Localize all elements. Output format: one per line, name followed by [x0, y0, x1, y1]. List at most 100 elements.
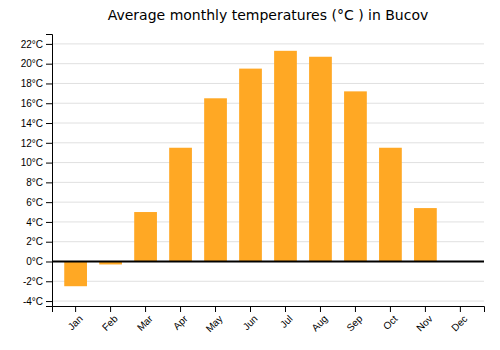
x-tick-label: May: [204, 313, 225, 334]
bar: [239, 69, 262, 262]
bar: [414, 208, 437, 261]
y-tick-label: 16°C: [21, 98, 43, 109]
x-tick-mark: [285, 306, 286, 312]
y-tick-label: 8°C: [26, 177, 43, 188]
y-tick-label: 10°C: [21, 157, 43, 168]
y-tick-mark: [46, 182, 52, 183]
bar: [134, 212, 157, 261]
x-axis: Jan Feb Mar Apr May Jun Jul Aug Sep Oct Nov Dec: [53, 306, 485, 334]
grid-line: [52, 202, 484, 203]
x-tick-label: Jan: [66, 313, 85, 332]
x-tick: Aug: [309, 306, 329, 333]
x-tick: Oct: [381, 306, 400, 332]
x-tick-mark: [425, 306, 426, 312]
x-tick-label: Aug: [309, 313, 329, 333]
y-tick: 0°C: [26, 256, 52, 267]
x-tick-mark: [250, 306, 251, 312]
x-tick: Jul: [278, 306, 295, 330]
x-tick-label: Sep: [344, 313, 365, 334]
y-tick-label: 14°C: [21, 118, 43, 129]
y-tick-mark: [46, 163, 52, 164]
bar: [274, 51, 297, 262]
y-tick: 8°C: [26, 177, 52, 188]
grid: [52, 44, 484, 301]
grid-line: [52, 43, 484, 44]
y-tick-mark: [46, 261, 52, 262]
x-tick-mark: [320, 306, 321, 312]
grid-line: [52, 123, 484, 124]
x-tick-label: Feb: [100, 313, 120, 333]
y-tick: 2°C: [26, 236, 52, 247]
x-tick-label: Oct: [381, 313, 400, 332]
x-tick: May: [204, 306, 225, 334]
y-tick-label: 6°C: [26, 197, 43, 208]
y-tick-label: -2°C: [23, 276, 43, 287]
grid-line: [52, 63, 484, 64]
y-tick-label: -4°C: [23, 296, 43, 307]
y-tick-mark: [46, 202, 52, 203]
y-tick-mark: [46, 301, 52, 302]
y-tick-mark: [46, 83, 52, 84]
y-tick: 14°C: [21, 118, 52, 129]
y-tick-mark: [46, 44, 52, 45]
bar: [169, 148, 192, 262]
y-tick: -4°C: [23, 296, 52, 307]
x-axis-line: [53, 307, 485, 313]
y-tick-mark: [46, 281, 52, 282]
y-tick-mark: [46, 103, 52, 104]
y-tick: 4°C: [26, 217, 52, 228]
x-tick-mark: [110, 306, 111, 312]
x-tick-label: Nov: [414, 313, 434, 333]
bars: [64, 51, 437, 286]
x-tick: Nov: [414, 306, 434, 333]
x-tick: Feb: [100, 306, 120, 333]
x-tick-mark: [460, 306, 461, 312]
y-tick-label: 0°C: [26, 256, 43, 267]
x-tick-label: Apr: [171, 313, 190, 332]
x-tick-mark: [145, 306, 146, 312]
grid-line: [52, 182, 484, 183]
x-tick-label: Mar: [135, 313, 155, 333]
x-tick: Jun: [241, 306, 260, 332]
grid-line: [52, 162, 484, 163]
grid-line: [52, 261, 484, 262]
x-tick: Apr: [171, 306, 190, 332]
y-axis: -4°C -2°C 0°C 2°C 4°C 6°C 8°C 10°C 12°C 14°C 16°C 1…: [21, 35, 53, 307]
y-tick: 20°C: [21, 58, 52, 69]
y-tick: 6°C: [26, 197, 52, 208]
x-tick-label: Jun: [241, 313, 260, 332]
grid-line: [52, 142, 484, 143]
x-tick-label: Dec: [449, 313, 469, 333]
bar: [204, 98, 227, 261]
x-tick-label: Jul: [278, 313, 295, 330]
y-tick: 22°C: [21, 39, 52, 50]
bar: [64, 261, 87, 286]
y-tick-label: 2°C: [26, 236, 43, 247]
y-tick-mark: [46, 143, 52, 144]
x-tick-mark: [390, 306, 391, 312]
y-tick-mark: [46, 242, 52, 243]
y-tick-label: 22°C: [21, 39, 43, 50]
grid-line: [52, 281, 484, 282]
y-tick: 12°C: [21, 138, 52, 149]
y-tick-label: 20°C: [21, 58, 43, 69]
y-tick-mark: [46, 64, 52, 65]
x-tick: Dec: [449, 306, 469, 333]
x-tick-mark: [215, 306, 216, 312]
y-tick-mark: [46, 222, 52, 223]
grid-line: [52, 103, 484, 104]
chart: -4°C -2°C 0°C 2°C 4°C 6°C 8°C 10°C 12°C 14°C 16°C 1…: [0, 0, 500, 350]
grid-line: [52, 83, 484, 84]
y-tick-mark: [46, 123, 52, 124]
plot: -4°C -2°C 0°C 2°C 4°C 6°C 8°C 10°C 12°C 14°C 16°C 1…: [21, 35, 485, 335]
y-axis-line: [46, 35, 53, 307]
title: Average monthly temperatures (°C ) in Bu…: [108, 7, 429, 23]
grid-line: [52, 301, 484, 302]
y-tick: 18°C: [21, 78, 52, 89]
zero-line: [52, 260, 484, 262]
y-tick: -2°C: [23, 276, 52, 287]
y-tick: 10°C: [21, 157, 52, 168]
bar: [344, 91, 367, 261]
x-tick: Sep: [344, 306, 365, 333]
bar: [379, 148, 402, 262]
